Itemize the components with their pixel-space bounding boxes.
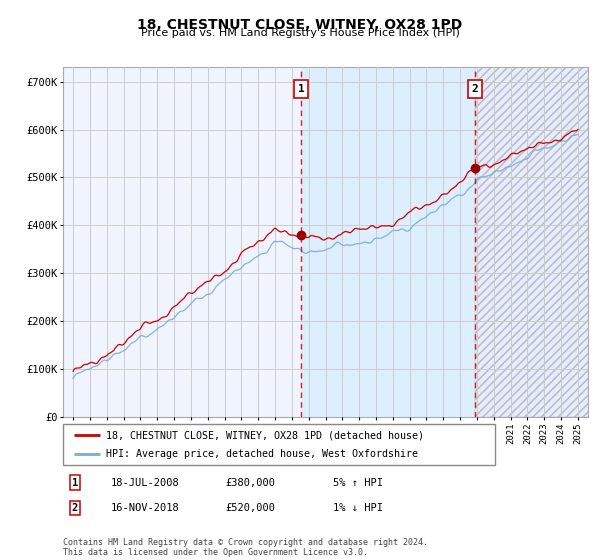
Text: 5% ↑ HPI: 5% ↑ HPI xyxy=(333,478,383,488)
Text: Contains HM Land Registry data © Crown copyright and database right 2024.
This d: Contains HM Land Registry data © Crown c… xyxy=(63,538,428,557)
Text: 18, CHESTNUT CLOSE, WITNEY, OX28 1PD: 18, CHESTNUT CLOSE, WITNEY, OX28 1PD xyxy=(137,18,463,32)
Text: 1: 1 xyxy=(72,478,78,488)
Text: 2: 2 xyxy=(472,84,478,94)
Text: HPI: Average price, detached house, West Oxfordshire: HPI: Average price, detached house, West… xyxy=(106,449,418,459)
Text: £520,000: £520,000 xyxy=(225,503,275,513)
Text: £380,000: £380,000 xyxy=(225,478,275,488)
Text: 16-NOV-2018: 16-NOV-2018 xyxy=(111,503,180,513)
Text: Price paid vs. HM Land Registry's House Price Index (HPI): Price paid vs. HM Land Registry's House … xyxy=(140,28,460,38)
Text: 1: 1 xyxy=(298,84,304,94)
Bar xyxy=(301,67,475,417)
Text: 2: 2 xyxy=(72,503,78,513)
Text: 18-JUL-2008: 18-JUL-2008 xyxy=(111,478,180,488)
FancyBboxPatch shape xyxy=(63,424,495,465)
Text: 18, CHESTNUT CLOSE, WITNEY, OX28 1PD (detached house): 18, CHESTNUT CLOSE, WITNEY, OX28 1PD (de… xyxy=(106,431,424,440)
Text: 1% ↓ HPI: 1% ↓ HPI xyxy=(333,503,383,513)
Bar xyxy=(475,67,595,417)
